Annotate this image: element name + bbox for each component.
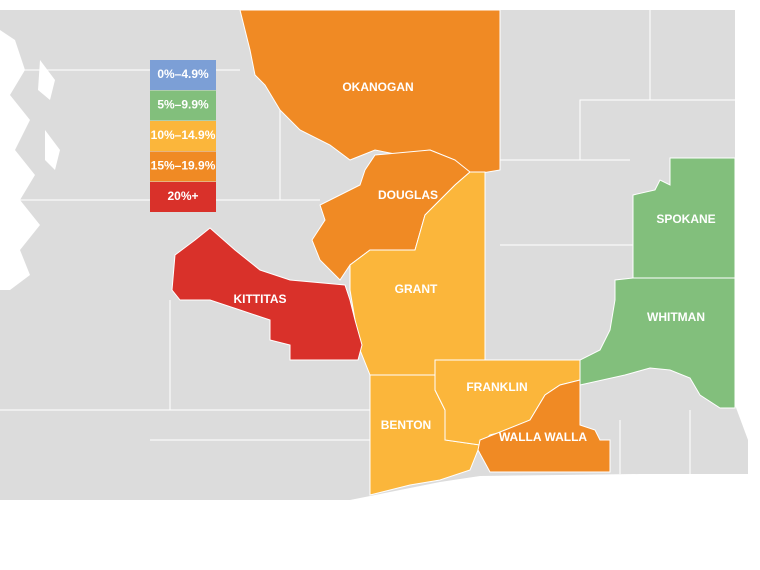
county-label: BENTON: [381, 418, 431, 432]
county-label: DOUGLAS: [378, 188, 438, 202]
county-label: KITTITAS: [233, 292, 286, 306]
oregon: [0, 474, 760, 570]
county: [477, 379, 611, 473]
water: [0, 30, 60, 290]
legend: 0%–4.9% 5%–9.9% 10%–14.9% 15%–19.9% 20%+: [150, 60, 216, 212]
state-edge: [735, 158, 748, 475]
legend-label: 15%–19.9%: [151, 159, 216, 173]
legend-swatch: [150, 121, 216, 151]
legend-swatch: [150, 182, 216, 212]
county-label: WHITMAN: [647, 310, 705, 324]
county-label: GRANT: [395, 282, 438, 296]
county: [632, 157, 736, 279]
legend-swatch: [150, 60, 216, 90]
legend-label: 5%–9.9%: [157, 98, 209, 112]
legend-swatch: [150, 90, 216, 121]
legend-label: 10%–14.9%: [151, 128, 216, 142]
county: [171, 227, 363, 361]
county-label: SPOKANE: [656, 212, 715, 226]
county: [579, 277, 736, 409]
county-label: WALLA WALLA: [499, 430, 588, 444]
legend-label: 0%–4.9%: [157, 67, 209, 81]
county-label: FRANKLIN: [466, 380, 527, 394]
legend-swatch: [150, 151, 216, 182]
county-label: OKANOGAN: [342, 80, 413, 94]
legend-label: 20%+: [167, 189, 198, 203]
counties: OKANOGAN DOUGLAS GRANT KITTITAS BENTON FRANKL…: [171, 9, 736, 496]
